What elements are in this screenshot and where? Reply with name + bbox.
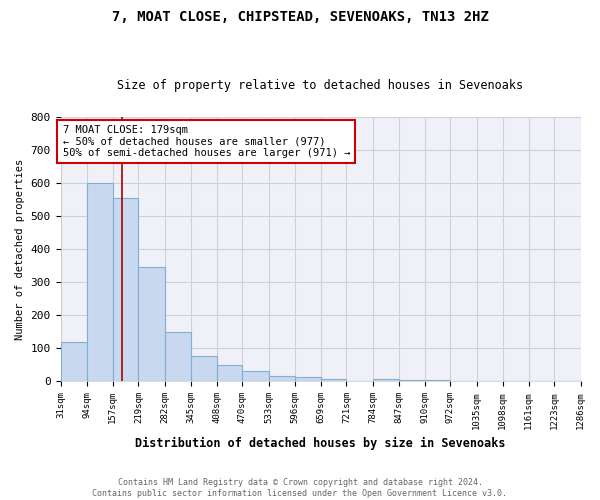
Bar xyxy=(321,378,346,381)
Bar xyxy=(113,198,139,381)
Text: 7, MOAT CLOSE, CHIPSTEAD, SEVENOAKS, TN13 2HZ: 7, MOAT CLOSE, CHIPSTEAD, SEVENOAKS, TN1… xyxy=(112,10,488,24)
Bar xyxy=(217,364,242,381)
Bar xyxy=(269,376,295,381)
Bar xyxy=(164,332,191,381)
Bar xyxy=(425,380,451,381)
Y-axis label: Number of detached properties: Number of detached properties xyxy=(15,158,25,340)
Bar xyxy=(191,356,217,381)
Bar xyxy=(242,372,269,381)
Bar xyxy=(139,267,164,381)
Title: Size of property relative to detached houses in Sevenoaks: Size of property relative to detached ho… xyxy=(118,79,524,92)
Bar xyxy=(373,378,398,381)
Bar xyxy=(398,380,425,381)
Bar xyxy=(86,183,113,381)
Text: 7 MOAT CLOSE: 179sqm
← 50% of detached houses are smaller (977)
50% of semi-deta: 7 MOAT CLOSE: 179sqm ← 50% of detached h… xyxy=(62,125,350,158)
Bar xyxy=(295,378,321,381)
X-axis label: Distribution of detached houses by size in Sevenoaks: Distribution of detached houses by size … xyxy=(135,437,506,450)
Bar xyxy=(61,342,86,381)
Text: Contains HM Land Registry data © Crown copyright and database right 2024.
Contai: Contains HM Land Registry data © Crown c… xyxy=(92,478,508,498)
